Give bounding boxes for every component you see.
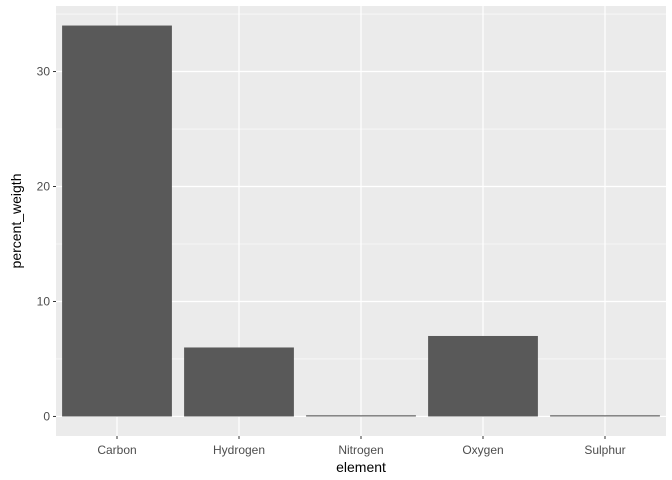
- x-tick-label: Sulphur: [584, 443, 625, 457]
- bar-sulphur: [550, 415, 660, 417]
- x-tick-label: Nitrogen: [338, 443, 383, 457]
- x-tick-label: Hydrogen: [213, 443, 265, 457]
- bars: [62, 25, 660, 417]
- y-axis: 0 10 20 30: [37, 65, 56, 423]
- x-axis: Carbon Hydrogen Nitrogen Oxygen Sulphur: [97, 436, 626, 457]
- y-tick-label: 20: [37, 180, 51, 194]
- bar-hydrogen: [184, 347, 294, 417]
- y-tick-label: 10: [37, 294, 51, 308]
- y-tick-label: 30: [37, 65, 51, 79]
- y-tick-label: 0: [43, 409, 50, 423]
- bar-nitrogen: [306, 415, 416, 417]
- x-tick-label: Oxygen: [462, 443, 503, 457]
- y-axis-title: percent_weigth: [8, 174, 24, 269]
- bar-carbon: [62, 25, 172, 417]
- x-tick-label: Carbon: [97, 443, 136, 457]
- bar-oxygen: [428, 335, 538, 417]
- x-axis-title: element: [336, 459, 386, 475]
